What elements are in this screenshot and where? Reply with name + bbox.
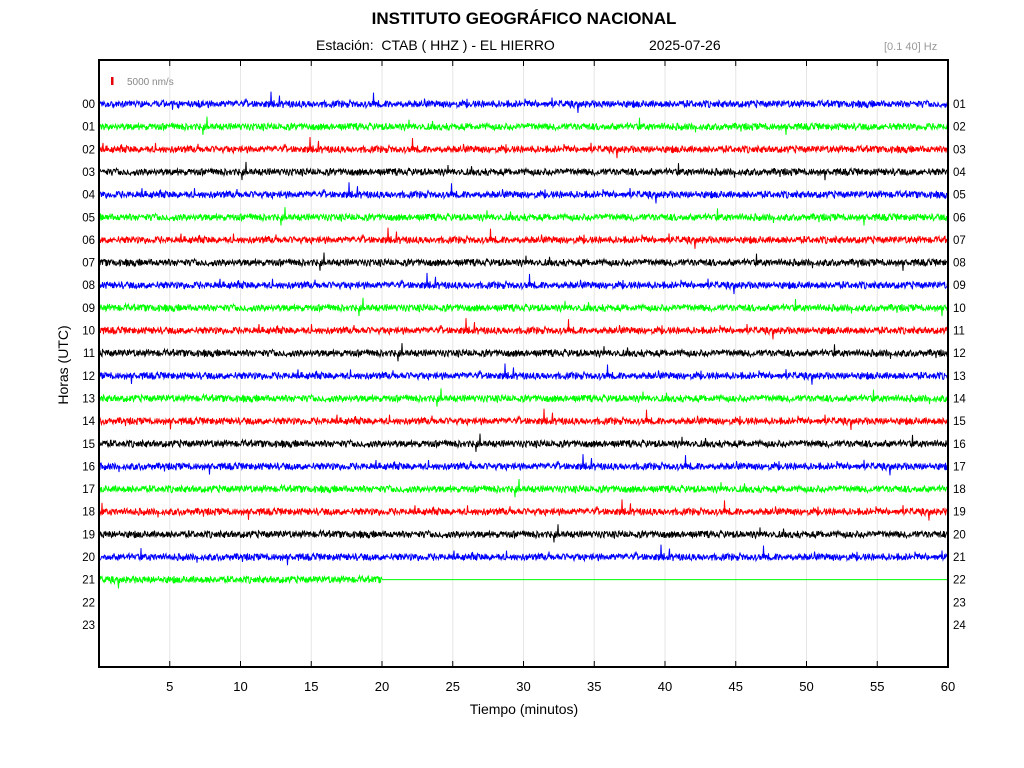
trace-hour-03 — [98, 161, 949, 181]
hour-label-left: 20 — [82, 552, 95, 564]
trace-hour-02 — [98, 136, 949, 159]
x-tick-label: 15 — [304, 679, 318, 694]
hour-label-left: 06 — [82, 235, 95, 247]
trace-hour-04 — [98, 182, 949, 204]
trace-hour-08 — [98, 272, 949, 295]
hour-label-right: 16 — [953, 439, 966, 451]
hour-label-left: 23 — [82, 620, 95, 632]
hour-label-left: 13 — [82, 393, 95, 405]
hour-label-right: 10 — [953, 303, 966, 315]
hour-label-right: 04 — [953, 167, 966, 179]
hour-label-right: 22 — [953, 575, 966, 587]
trace-hour-16 — [98, 454, 949, 476]
trace-hour-19 — [98, 524, 949, 543]
trace-hour-15 — [98, 433, 949, 452]
trace-hour-01 — [98, 116, 949, 135]
hour-label-right: 01 — [953, 99, 966, 111]
trace-hour-20 — [98, 544, 949, 566]
x-tick-label: 50 — [799, 679, 813, 694]
trace-hour-13 — [98, 388, 949, 407]
x-tick-label: 40 — [658, 679, 672, 694]
hour-label-left: 15 — [82, 439, 95, 451]
date-label: 2025-07-26 — [649, 37, 721, 53]
x-tick-label: 30 — [516, 679, 530, 694]
hour-label-right: 21 — [953, 552, 966, 564]
hour-label-left: 19 — [82, 529, 95, 541]
trace-hour-07 — [98, 252, 949, 271]
trace-hour-09 — [98, 297, 949, 317]
trace-hour-14 — [98, 408, 949, 431]
hour-label-right: 06 — [953, 212, 966, 224]
x-tick-label: 60 — [941, 679, 955, 694]
hour-label-right: 19 — [953, 507, 966, 519]
plot-frame — [98, 59, 949, 668]
trace-hour-06 — [98, 227, 949, 249]
hour-label-right: 18 — [953, 484, 966, 496]
hour-label-right: 03 — [953, 144, 966, 156]
trace-hour-00 — [98, 91, 949, 113]
scale-bar — [111, 77, 114, 85]
hour-label-right: 07 — [953, 235, 966, 247]
hour-label-right: 12 — [953, 348, 966, 360]
hour-label-left: 11 — [83, 348, 95, 360]
trace-hour-11 — [98, 343, 949, 362]
hour-label-right: 17 — [953, 461, 966, 473]
chart-title: INSTITUTO GEOGRÁFICO NACIONAL — [371, 9, 677, 28]
hour-label-left: 09 — [82, 303, 95, 315]
x-tick-label: 25 — [446, 679, 460, 694]
hour-label-right: 24 — [953, 620, 966, 632]
x-tick-label: 35 — [587, 679, 601, 694]
scale-label: 5000 nm/s — [127, 77, 174, 88]
hour-label-right: 08 — [953, 258, 966, 270]
hour-label-right: 11 — [953, 326, 965, 338]
hour-label-left: 21 — [82, 575, 95, 587]
hour-label-left: 01 — [82, 122, 95, 134]
x-tick-label: 5 — [166, 679, 173, 694]
x-tick-label: 20 — [375, 679, 389, 694]
hour-label-left: 02 — [82, 144, 95, 156]
trace-hour-05 — [98, 207, 949, 226]
trace-hour-10 — [98, 318, 949, 340]
station-label: Estación: CTAB ( HHZ ) - EL HIERRO — [316, 37, 555, 53]
hour-label-right: 23 — [953, 597, 966, 609]
hour-label-right: 15 — [953, 416, 966, 428]
hour-label-right: 14 — [953, 393, 966, 405]
hour-label-right: 09 — [953, 280, 966, 292]
hour-label-left: 16 — [82, 461, 95, 473]
x-tick-label: 10 — [233, 679, 247, 694]
x-axis-label: Tiempo (minutos) — [469, 701, 579, 717]
hour-label-left: 00 — [82, 99, 95, 111]
trace-hour-18 — [98, 499, 949, 521]
trace-hour-21 — [98, 573, 383, 589]
hour-label-left: 17 — [82, 484, 95, 496]
hour-label-left: 05 — [82, 212, 95, 224]
hour-label-right: 13 — [953, 371, 966, 383]
x-tick-label: 45 — [729, 679, 743, 694]
hour-label-left: 10 — [82, 326, 95, 338]
hour-label-left: 12 — [82, 371, 95, 383]
x-tick-label: 55 — [870, 679, 884, 694]
hour-label-left: 22 — [82, 597, 95, 609]
hour-label-left: 07 — [82, 258, 95, 270]
hour-label-right: 02 — [953, 122, 966, 134]
hour-label-right: 05 — [953, 190, 966, 202]
hour-label-left: 18 — [82, 507, 95, 519]
trace-hour-12 — [98, 363, 949, 385]
hour-label-right: 20 — [953, 529, 966, 541]
hour-label-left: 03 — [82, 167, 95, 179]
trace-hour-17 — [98, 478, 949, 498]
hour-label-left: 04 — [82, 190, 95, 202]
hour-label-left: 14 — [82, 416, 95, 428]
hour-label-left: 08 — [82, 280, 95, 292]
frequency-band-label: [0.1 40] Hz — [884, 41, 938, 53]
